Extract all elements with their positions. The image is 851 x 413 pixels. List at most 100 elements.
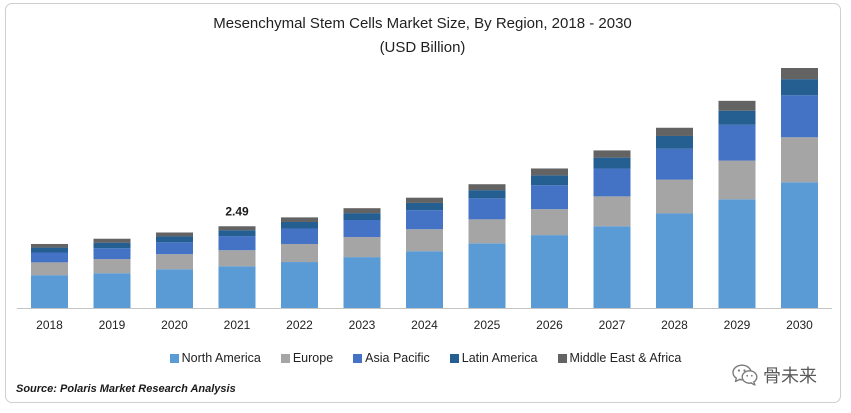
bar-segment-europe-2021 — [218, 250, 256, 267]
legend: North America Europe Asia Pacific Latin … — [0, 350, 851, 366]
legend-item-asia-pacific: Asia Pacific — [353, 350, 430, 366]
wechat-icon — [732, 364, 758, 386]
watermark-text: 骨未来 — [763, 366, 817, 387]
x-tick-label-2028: 2028 — [661, 318, 688, 332]
x-tick-label-2019: 2019 — [99, 318, 126, 332]
legend-item-middle-east-africa: Middle East & Africa — [557, 350, 682, 366]
bar-segment-north-america-2023 — [343, 257, 381, 308]
legend-item-latin-america: Latin America — [449, 350, 538, 366]
bar-segment-north-america-2022 — [281, 262, 318, 308]
bar-segment-asia-pacific-2024 — [406, 210, 443, 230]
x-tick-label-2026: 2026 — [536, 318, 563, 332]
bar-segment-europe-2025 — [468, 219, 506, 244]
x-tick-label-2024: 2024 — [411, 318, 438, 332]
bar-segment-latin-america-2022 — [281, 221, 318, 229]
bar-segment-middle-east-africa-2028 — [656, 127, 693, 136]
bar-segment-asia-pacific-2026 — [531, 185, 568, 210]
bar-segment-europe-2030 — [781, 137, 818, 183]
x-tick-label-2018: 2018 — [36, 318, 63, 332]
chart-subtitle: (USD Billion) — [379, 39, 466, 56]
bar-segment-north-america-2027 — [593, 226, 631, 308]
bar-segment-latin-america-2018 — [31, 247, 68, 253]
bar-segment-middle-east-africa-2027 — [593, 150, 631, 158]
legend-swatch-latin-america — [449, 353, 459, 363]
legend-item-europe: Europe — [280, 350, 334, 366]
legend-swatch-middle-east-africa — [557, 353, 567, 363]
bar-segment-middle-east-africa-2025 — [468, 184, 506, 191]
bar-segment-latin-america-2019 — [93, 242, 131, 249]
bar-segment-latin-america-2026 — [531, 175, 568, 186]
bar-segment-europe-2029 — [718, 160, 756, 200]
bar-segment-europe-2023 — [343, 237, 381, 258]
x-tick-label-2025: 2025 — [474, 318, 501, 332]
bar-segment-middle-east-africa-2022 — [281, 217, 318, 222]
x-tick-label-2022: 2022 — [286, 318, 313, 332]
bar-segment-latin-america-2029 — [718, 110, 756, 125]
bar-segment-asia-pacific-2025 — [468, 198, 506, 220]
x-tick-label-2029: 2029 — [724, 318, 751, 332]
chart-frame — [5, 3, 841, 403]
bar-segment-asia-pacific-2023 — [343, 220, 381, 238]
bar-segment-europe-2026 — [531, 209, 568, 236]
bar-segment-middle-east-africa-2018 — [31, 243, 68, 248]
bar-segment-latin-america-2020 — [156, 236, 193, 243]
bar-segment-middle-east-africa-2026 — [531, 168, 568, 176]
bar-segment-europe-2019 — [93, 259, 131, 274]
bar-segment-north-america-2025 — [468, 243, 506, 308]
bar-segment-europe-2024 — [406, 229, 443, 252]
bar-segment-latin-america-2027 — [593, 157, 631, 169]
legend-swatch-europe — [280, 353, 290, 363]
bar-group — [31, 68, 818, 308]
bar-segment-north-america-2019 — [93, 273, 131, 308]
bar-segment-europe-2027 — [593, 196, 631, 227]
bar-segment-asia-pacific-2018 — [31, 252, 68, 263]
bar-segment-asia-pacific-2021 — [218, 236, 256, 251]
bar-segment-europe-2022 — [281, 243, 318, 263]
bar-segment-latin-america-2021 — [218, 230, 256, 237]
bar-segment-asia-pacific-2029 — [718, 124, 756, 161]
bar-segment-middle-east-africa-2020 — [156, 232, 193, 237]
legend-swatch-north-america — [169, 353, 179, 363]
legend-label-middle-east-africa: Middle East & Africa — [569, 351, 682, 365]
bar-segment-north-america-2030 — [781, 182, 818, 308]
x-tick-labels: 2018 2019 2020 2021 2022 2023 2024 2025 2026 2027… — [36, 318, 813, 332]
bar-segment-latin-america-2025 — [468, 190, 506, 199]
bar-segment-north-america-2028 — [656, 213, 693, 308]
bar-segment-north-america-2024 — [406, 251, 443, 308]
x-tick-label-2030: 2030 — [786, 318, 813, 332]
bar-segment-asia-pacific-2020 — [156, 242, 193, 255]
bar-segment-middle-east-africa-2023 — [343, 208, 381, 214]
bar-segment-middle-east-africa-2021 — [218, 226, 256, 231]
bar-segment-north-america-2026 — [531, 235, 568, 308]
legend-label-north-america: North America — [181, 351, 261, 365]
bar-segment-latin-america-2024 — [406, 202, 443, 211]
bar-segment-asia-pacific-2027 — [593, 168, 631, 197]
watermark: 骨未来 — [732, 362, 817, 388]
bar-segment-north-america-2021 — [218, 266, 256, 308]
legend-label-latin-america: Latin America — [461, 351, 538, 365]
x-tick-label-2023: 2023 — [349, 318, 376, 332]
bar-segment-middle-east-africa-2029 — [718, 100, 756, 111]
x-tick-label-2027: 2027 — [599, 318, 626, 332]
bar-segment-asia-pacific-2022 — [281, 228, 318, 244]
x-tick-label-2021: 2021 — [224, 318, 251, 332]
bar-segment-asia-pacific-2028 — [656, 148, 693, 180]
source-note: Source: Polaris Market Research Analysis — [16, 383, 236, 395]
data-label-annotation: 2.49 — [225, 204, 249, 218]
bar-segment-middle-east-africa-2030 — [781, 68, 818, 80]
bar-segment-north-america-2018 — [31, 275, 68, 308]
legend-item-north-america: North America — [169, 350, 261, 366]
bar-segment-europe-2018 — [31, 262, 68, 276]
bar-segment-middle-east-africa-2019 — [93, 238, 131, 243]
bar-segment-latin-america-2023 — [343, 213, 381, 221]
legend-label-europe: Europe — [292, 351, 334, 365]
bar-segment-asia-pacific-2019 — [93, 248, 131, 260]
legend-label-asia-pacific: Asia Pacific — [365, 351, 430, 365]
bar-segment-asia-pacific-2030 — [781, 95, 818, 138]
chart-title: Mesenchymal Stem Cells Market Size, By R… — [213, 15, 632, 32]
bar-segment-europe-2028 — [656, 179, 693, 214]
x-tick-label-2020: 2020 — [161, 318, 188, 332]
legend-swatch-asia-pacific — [353, 353, 363, 363]
bar-segment-latin-america-2028 — [656, 135, 693, 149]
